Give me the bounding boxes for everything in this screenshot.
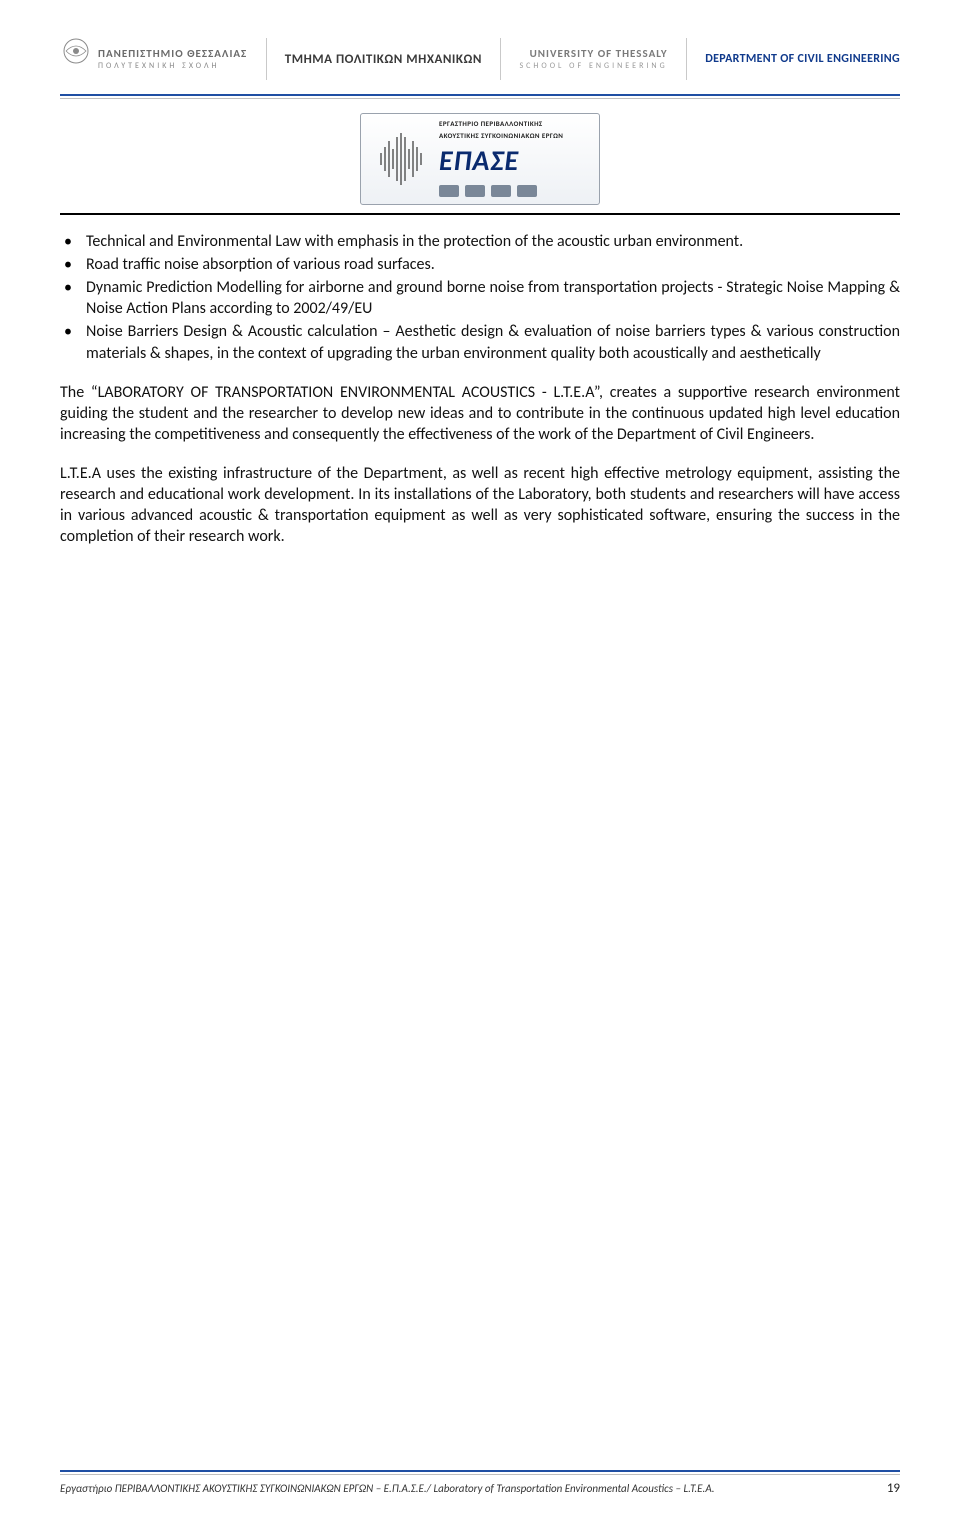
list-item: Dynamic Prediction Modelling for airborn… bbox=[86, 277, 900, 319]
logo-transport-icons bbox=[439, 184, 563, 198]
car-icon bbox=[465, 185, 485, 197]
divider-icon bbox=[686, 38, 687, 80]
page-footer: Εργαστήριο ΠΕΡΙΒΑΛΛΟΝΤΙΚΗΣ ΑΚΟΥΣΤΙΚΗΣ ΣΥ… bbox=[60, 1470, 900, 1496]
header-rule-thin-icon bbox=[60, 98, 900, 99]
uni-name-gr: ΠΑΝΕΠΙΣΤΗΜΙΟ ΘΕΣΣΑΛΙΑΣ bbox=[98, 47, 247, 60]
divider-icon bbox=[500, 38, 501, 80]
list-item: Technical and Environmental Law with emp… bbox=[86, 231, 900, 252]
header-dept-en: DEPARTMENT OF CIVIL ENGINEERING bbox=[705, 52, 900, 66]
uni-name-en: UNIVERSITY OF THESSALY bbox=[530, 47, 668, 60]
list-item: Road traffic noise absorption of various… bbox=[86, 254, 900, 275]
uni-sub-gr: ΠΟΛΥΤΕΧΝΙΚΗ ΣΧΟΛΗ bbox=[98, 61, 220, 71]
soundwave-icon bbox=[371, 129, 431, 189]
header-left: ΠΑΝΕΠΙΣΤΗΜΙΟ ΘΕΣΣΑΛΙΑΣ ΠΟΛΥΤΕΧΝΙΚΗ ΣΧΟΛΗ bbox=[60, 37, 247, 82]
header-rule-icon bbox=[60, 94, 900, 96]
logo-subtitle-2: ΑΚΟΥΣΤΙΚΗΣ ΣΥΓΚΟΙΝΩΝΙΑΚΩΝ ΕΡΓΩΝ bbox=[439, 132, 563, 140]
paragraph: L.T.E.A uses the existing infrastructure… bbox=[60, 463, 900, 547]
body-content: Technical and Environmental Law with emp… bbox=[60, 231, 900, 547]
footer-text: Εργαστήριο ΠΕΡΙΒΑΛΛΟΝΤΙΚΗΣ ΑΚΟΥΣΤΙΚΗΣ ΣΥ… bbox=[60, 1482, 715, 1495]
page-number: 19 bbox=[887, 1481, 900, 1496]
uni-sub-en: SCHOOL OF ENGINEERING bbox=[519, 61, 667, 71]
logo-subtitle-1: ΕΡΓΑΣΤΗΡΙΟ ΠΕΡΙΒΑΛΛΟΝΤΙΚΗΣ bbox=[439, 120, 563, 128]
plane-icon bbox=[491, 185, 511, 197]
divider-icon bbox=[266, 38, 267, 80]
logo-acronym: ΕΠΑΣΕ bbox=[439, 143, 563, 178]
page-header: ΠΑΝΕΠΙΣΤΗΜΙΟ ΘΕΣΣΑΛΙΑΣ ΠΟΛΥΤΕΧΝΙΚΗ ΣΧΟΛΗ… bbox=[60, 30, 900, 88]
ship-icon bbox=[517, 185, 537, 197]
lab-logo-block: ΕΡΓΑΣΤΗΡΙΟ ΠΕΡΙΒΑΛΛΟΝΤΙΚΗΣ ΑΚΟΥΣΤΙΚΗΣ ΣΥ… bbox=[60, 113, 900, 205]
section-rule-icon bbox=[60, 213, 900, 215]
lab-logo-card: ΕΡΓΑΣΤΗΡΙΟ ΠΕΡΙΒΑΛΛΟΝΤΙΚΗΣ ΑΚΟΥΣΤΙΚΗΣ ΣΥ… bbox=[360, 113, 600, 205]
footer-rule-thin-icon bbox=[60, 1474, 900, 1475]
bullet-list: Technical and Environmental Law with emp… bbox=[60, 231, 900, 364]
list-item: Noise Barriers Design & Acoustic calcula… bbox=[86, 321, 900, 363]
header-center-en: UNIVERSITY OF THESSALY SCHOOL OF ENGINEE… bbox=[519, 47, 667, 71]
train-icon bbox=[439, 185, 459, 197]
footer-rule-icon bbox=[60, 1470, 900, 1472]
crest-icon bbox=[60, 37, 92, 82]
paragraph: The “LABORATORY OF TRANSPORTATION ENVIRO… bbox=[60, 382, 900, 445]
header-dept-gr: ΤΜΗΜΑ ΠΟΛΙΤΙΚΩΝ ΜΗΧΑΝΙΚΩΝ bbox=[285, 52, 482, 67]
